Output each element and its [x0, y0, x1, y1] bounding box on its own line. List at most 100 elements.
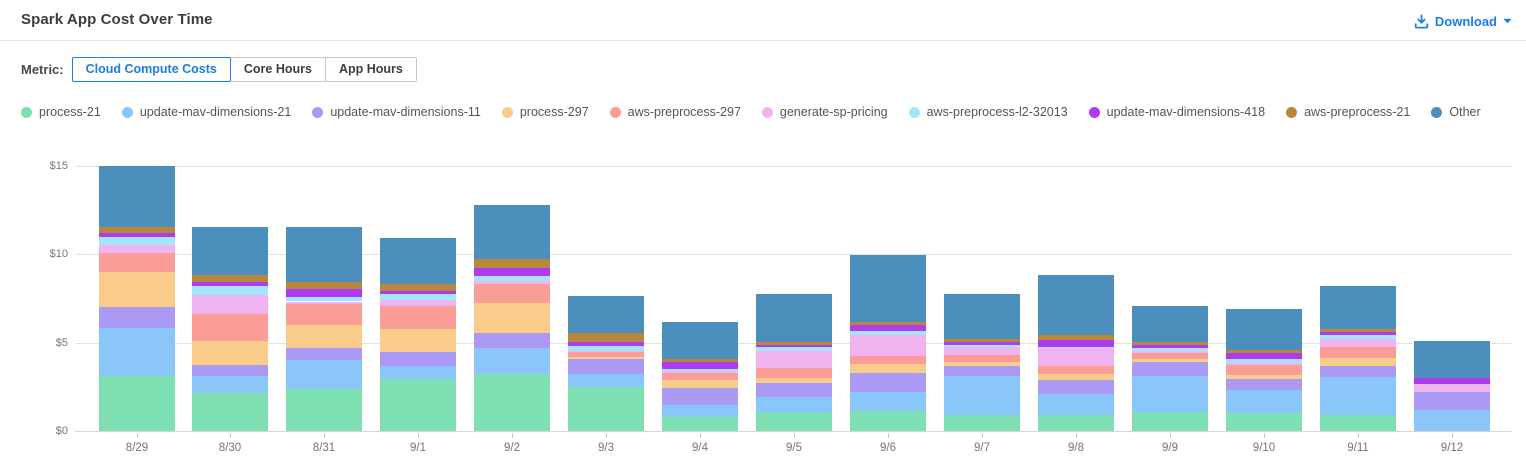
- bar-segment-9-9-update-mav-dimensions-418[interactable]: [1132, 344, 1208, 348]
- bar-segment-9-4-process-21[interactable]: [662, 416, 738, 431]
- bar-segment-9-6-update-mav-dimensions-21[interactable]: [850, 392, 926, 412]
- bar-segment-9-2-update-mav-dimensions-11[interactable]: [474, 332, 550, 348]
- bar-segment-9-9-update-mav-dimensions-11[interactable]: [1132, 361, 1208, 377]
- bar-segment-9-12-other[interactable]: [1414, 341, 1490, 379]
- bar-segment-9-5-aws-preprocess-297[interactable]: [756, 368, 832, 378]
- bar-segment-9-11-aws-preprocess-21[interactable]: [1320, 328, 1396, 333]
- bar-segment-9-6-aws-preprocess-297[interactable]: [850, 356, 926, 365]
- bar-segment-9-5-update-mav-dimensions-11[interactable]: [756, 383, 832, 397]
- bar-segment-9-3-generate-sp-pricing[interactable]: [568, 350, 644, 353]
- bar-segment-8-29-aws-preprocess-l2-32013[interactable]: [99, 236, 175, 245]
- bar-segment-9-11-process-21[interactable]: [1320, 415, 1396, 431]
- bar-segment-9-8-other[interactable]: [1038, 275, 1114, 336]
- bar-segment-9-9-process-21[interactable]: [1132, 412, 1208, 431]
- bar-segment-9-12-update-mav-dimensions-418[interactable]: [1414, 378, 1490, 384]
- bar-segment-9-6-aws-preprocess-21[interactable]: [850, 321, 926, 326]
- bar-segment-8-30-aws-preprocess-21[interactable]: [192, 275, 268, 282]
- bar-segment-9-6-update-mav-dimensions-11[interactable]: [850, 373, 926, 393]
- bar-segment-9-7-aws-preprocess-l2-32013[interactable]: [944, 344, 1020, 348]
- bar-segment-9-10-aws-preprocess-297[interactable]: [1226, 365, 1302, 375]
- bar-segment-8-30-aws-preprocess-l2-32013[interactable]: [192, 285, 268, 295]
- legend-item-update-mav-dimensions-21[interactable]: update-mav-dimensions-21: [121, 105, 291, 119]
- bar-segment-9-1-aws-preprocess-l2-32013[interactable]: [380, 294, 456, 301]
- bar-segment-9-12-update-mav-dimensions-11[interactable]: [1414, 391, 1490, 411]
- bar-segment-9-6-process-297[interactable]: [850, 364, 926, 374]
- bar-segment-9-6-generate-sp-pricing[interactable]: [850, 334, 926, 357]
- bar-segment-8-31-aws-preprocess-297[interactable]: [286, 304, 362, 326]
- bar-segment-9-8-aws-preprocess-l2-32013[interactable]: [1038, 347, 1114, 348]
- bar-segment-9-2-other[interactable]: [474, 204, 550, 259]
- bar-segment-9-2-update-mav-dimensions-418[interactable]: [474, 268, 550, 276]
- bar-segment-9-10-aws-preprocess-21[interactable]: [1226, 349, 1302, 354]
- bar-segment-9-8-update-mav-dimensions-11[interactable]: [1038, 379, 1114, 394]
- bar-segment-9-7-update-mav-dimensions-11[interactable]: [944, 366, 1020, 377]
- bar-segment-9-6-update-mav-dimensions-418[interactable]: [850, 325, 926, 332]
- bar-segment-9-7-aws-preprocess-21[interactable]: [944, 339, 1020, 343]
- metric-button-app-hours[interactable]: App Hours: [324, 56, 417, 82]
- bar-segment-8-31-aws-preprocess-21[interactable]: [286, 282, 362, 290]
- bar-segment-9-9-generate-sp-pricing[interactable]: [1132, 350, 1208, 353]
- bar-segment-9-3-update-mav-dimensions-418[interactable]: [568, 341, 644, 346]
- bar-segment-9-7-process-21[interactable]: [944, 415, 1020, 431]
- bar-segment-9-5-update-mav-dimensions-21[interactable]: [756, 396, 832, 412]
- bar-segment-9-5-update-mav-dimensions-418[interactable]: [756, 344, 832, 348]
- bar-segment-9-7-update-mav-dimensions-418[interactable]: [944, 342, 1020, 345]
- bar-segment-9-9-aws-preprocess-297[interactable]: [1132, 352, 1208, 359]
- bar-segment-8-29-other[interactable]: [99, 166, 175, 227]
- bar-segment-8-31-update-mav-dimensions-418[interactable]: [286, 289, 362, 298]
- bar-segment-9-7-generate-sp-pricing[interactable]: [944, 347, 1020, 355]
- bar-segment-9-8-update-mav-dimensions-418[interactable]: [1038, 340, 1114, 348]
- bar-segment-9-11-process-297[interactable]: [1320, 357, 1396, 367]
- bar-segment-9-3-update-mav-dimensions-11[interactable]: [568, 359, 644, 375]
- bar-segment-8-29-generate-sp-pricing[interactable]: [99, 244, 175, 254]
- bar-segment-8-29-process-297[interactable]: [99, 272, 175, 308]
- bar-segment-9-5-process-21[interactable]: [756, 411, 832, 431]
- bar-segment-9-7-aws-preprocess-297[interactable]: [944, 354, 1020, 362]
- bar-segment-9-10-update-mav-dimensions-418[interactable]: [1226, 353, 1302, 359]
- bar-segment-9-1-update-mav-dimensions-418[interactable]: [380, 291, 456, 295]
- bar-segment-9-4-update-mav-dimensions-21[interactable]: [662, 405, 738, 417]
- bar-segment-9-11-aws-preprocess-l2-32013[interactable]: [1320, 334, 1396, 339]
- bar-segment-9-1-process-297[interactable]: [380, 328, 456, 353]
- bar-segment-9-12-generate-sp-pricing[interactable]: [1414, 383, 1490, 392]
- bar-segment-9-8-generate-sp-pricing[interactable]: [1038, 347, 1114, 366]
- bar-segment-9-6-other[interactable]: [850, 255, 926, 322]
- legend-item-update-mav-dimensions-11[interactable]: update-mav-dimensions-11: [312, 105, 481, 119]
- bar-segment-9-3-aws-preprocess-21[interactable]: [568, 332, 644, 342]
- bar-segment-9-1-update-mav-dimensions-21[interactable]: [380, 366, 456, 379]
- bar-segment-9-5-other[interactable]: [756, 293, 832, 343]
- bar-segment-9-1-other[interactable]: [380, 237, 456, 284]
- bar-segment-8-31-other[interactable]: [286, 227, 362, 283]
- bar-segment-9-4-update-mav-dimensions-418[interactable]: [662, 362, 738, 369]
- bar-segment-9-11-update-mav-dimensions-418[interactable]: [1320, 332, 1396, 335]
- metric-button-core-hours[interactable]: Core Hours: [229, 56, 326, 82]
- bar-segment-8-31-aws-preprocess-l2-32013[interactable]: [286, 297, 362, 302]
- bar-segment-9-3-other[interactable]: [568, 295, 644, 333]
- bar-segment-8-30-update-mav-dimensions-21[interactable]: [192, 376, 268, 393]
- bar-segment-8-31-process-21[interactable]: [286, 388, 362, 431]
- bar-segment-9-4-generate-sp-pricing[interactable]: [662, 370, 738, 374]
- bar-segment-9-10-generate-sp-pricing[interactable]: [1226, 362, 1302, 366]
- bar-segment-9-4-aws-preprocess-297[interactable]: [662, 373, 738, 380]
- bar-segment-9-6-aws-preprocess-l2-32013[interactable]: [850, 331, 926, 335]
- bar-segment-8-29-update-mav-dimensions-418[interactable]: [99, 232, 175, 237]
- bar-segment-9-12-update-mav-dimensions-21[interactable]: [1414, 410, 1490, 431]
- bar-segment-9-7-other[interactable]: [944, 293, 1020, 340]
- bar-segment-9-2-generate-sp-pricing[interactable]: [474, 280, 550, 285]
- bar-segment-9-5-aws-preprocess-21[interactable]: [756, 342, 832, 345]
- legend-item-aws-preprocess-21[interactable]: aws-preprocess-21: [1286, 105, 1410, 119]
- legend-item-update-mav-dimensions-418[interactable]: update-mav-dimensions-418: [1088, 105, 1265, 119]
- bar-segment-8-30-update-mav-dimensions-11[interactable]: [192, 365, 268, 377]
- bar-segment-9-11-aws-preprocess-297[interactable]: [1320, 346, 1396, 358]
- bar-segment-9-2-process-21[interactable]: [474, 374, 550, 431]
- bar-segment-9-9-aws-preprocess-21[interactable]: [1132, 342, 1208, 345]
- bar-segment-9-4-aws-preprocess-l2-32013[interactable]: [662, 368, 738, 371]
- bar-segment-9-1-generate-sp-pricing[interactable]: [380, 300, 456, 307]
- bar-segment-9-5-process-297[interactable]: [756, 377, 832, 384]
- bar-segment-9-8-aws-preprocess-21[interactable]: [1038, 335, 1114, 340]
- bar-segment-9-6-process-21[interactable]: [850, 411, 926, 431]
- legend-item-aws-preprocess-l2-32013[interactable]: aws-preprocess-l2-32013: [908, 105, 1068, 119]
- legend-item-other[interactable]: Other: [1431, 105, 1481, 119]
- bar-segment-9-2-update-mav-dimensions-21[interactable]: [474, 347, 550, 375]
- download-button[interactable]: Download: [1414, 10, 1512, 32]
